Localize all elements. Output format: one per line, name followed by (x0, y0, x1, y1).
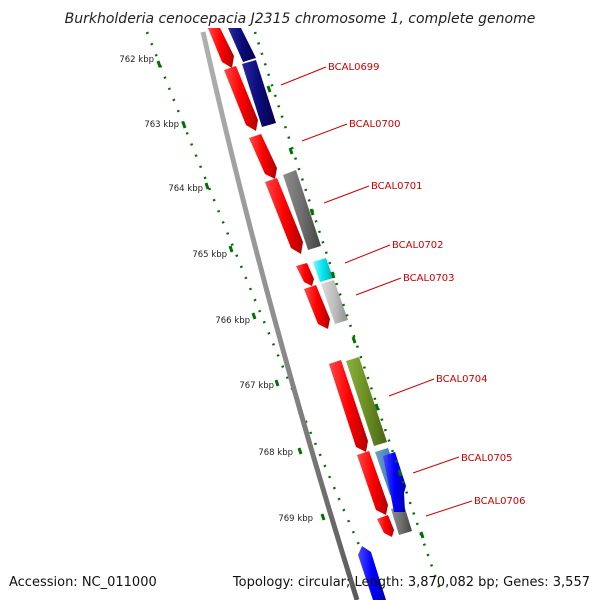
cds-block-olive (346, 357, 387, 446)
ruler-dotted-arc (145, 31, 385, 600)
cds-block-navy (242, 60, 276, 127)
major-tick-765 (228, 245, 234, 253)
leader-line (301, 123, 348, 142)
cds-arrow (357, 451, 388, 515)
leader-line (355, 277, 402, 296)
major-tick-763 (181, 121, 187, 129)
cds-arrow (304, 285, 330, 329)
tick-labels: 762 kbp 763 kbp 764 kbp 765 kbp 766 kbp … (119, 55, 313, 524)
cds-arrow (224, 66, 258, 131)
cds-block-cyan (313, 258, 333, 282)
cds-arrow-reverse (383, 452, 406, 512)
leader-line (280, 66, 327, 86)
major-tick-766 (251, 312, 257, 320)
tick-ruler (145, 31, 385, 600)
outer-major-tick (288, 147, 294, 155)
cds-block-lightgray (321, 280, 348, 324)
gene-label-bcal0706: BCAL0706 (474, 496, 526, 507)
leader-line (425, 500, 473, 517)
major-tick-767 (274, 379, 280, 387)
major-ticks (156, 60, 326, 521)
cds-arrow (249, 134, 277, 179)
cds-block-gray (391, 505, 412, 535)
cds-arrow (377, 515, 394, 537)
tick-label: 769 kbp (278, 514, 313, 524)
gene-label-bcal0700: BCAL0700 (349, 119, 401, 130)
tick-label: 768 kbp (258, 448, 293, 458)
cds-block-gray (283, 170, 321, 250)
backbone-ring (200, 31, 360, 600)
outer-major-tick (397, 469, 403, 477)
accession-text: Accession: NC_011000 (9, 575, 157, 590)
gene-label-bcal0699: BCAL0699 (328, 62, 380, 73)
gene-label-bcal0705: BCAL0705 (461, 453, 513, 464)
outer-major-tick (266, 85, 272, 93)
leader-line (344, 244, 391, 264)
gene-label-bcal0703: BCAL0703 (403, 273, 455, 284)
major-tick-764 (204, 182, 210, 190)
outer-major-tick (330, 271, 336, 279)
gene-labels: BCAL0699 BCAL0700 BCAL0701 BCAL0702 BCAL… (328, 62, 526, 507)
cds-arrow-reverse (358, 546, 386, 600)
cds-arrow (265, 178, 303, 254)
outer-major-tick (351, 336, 357, 344)
major-tick-762 (156, 60, 162, 68)
tick-label: 766 kbp (215, 316, 250, 326)
gene-label-leaders (280, 66, 473, 517)
reverse-cds-track (358, 452, 406, 600)
outer-major-tick (374, 403, 380, 411)
cds-arrow (296, 263, 314, 286)
tick-label: 765 kbp (192, 250, 227, 260)
outer-major-tick (309, 208, 315, 216)
leader-line (323, 185, 370, 204)
map-title: Burkholderia cenocepacia J2315 chromosom… (65, 11, 536, 27)
tick-label: 762 kbp (119, 55, 154, 65)
leader-line (412, 456, 460, 474)
cds-block-navy (228, 28, 256, 62)
leader-line (388, 378, 435, 397)
gene-label-bcal0702: BCAL0702 (392, 240, 444, 251)
tick-label: 763 kbp (144, 120, 179, 130)
outer-dotted-arc (253, 31, 442, 591)
cds-arrow (208, 28, 234, 68)
gene-label-bcal0704: BCAL0704 (436, 374, 488, 385)
outer-major-ticks (266, 85, 425, 539)
major-tick-768 (297, 447, 303, 455)
tick-label: 767 kbp (239, 381, 274, 391)
outer-major-tick (419, 531, 425, 539)
forward-cds-track (208, 28, 394, 537)
major-tick-769 (320, 513, 326, 521)
tick-label: 764 kbp (168, 184, 203, 194)
cds-arrow (329, 360, 368, 452)
gene-label-bcal0701: BCAL0701 (371, 181, 423, 192)
genome-summary-text: Topology: circular; Length: 3,870,082 bp… (232, 575, 590, 590)
